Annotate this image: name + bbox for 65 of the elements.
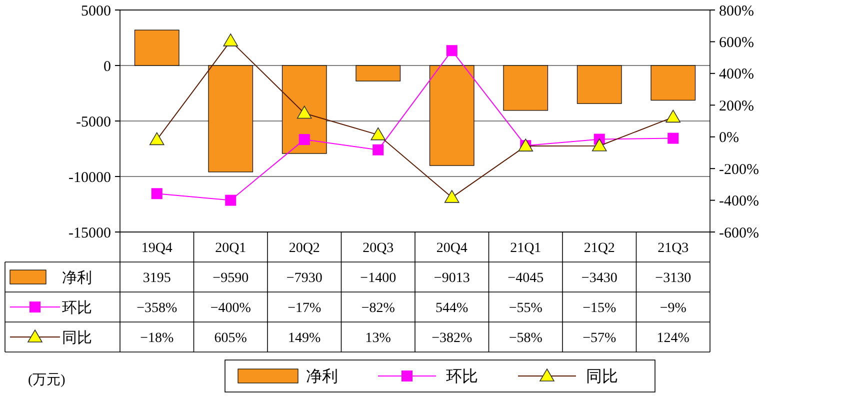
data-label: −7930 <box>286 270 322 286</box>
point <box>298 134 310 146</box>
y-tick-label: -15000 <box>68 225 111 242</box>
data-label: 149% <box>288 330 322 346</box>
data-label: −3430 <box>581 270 618 286</box>
data-label: −15% <box>582 300 616 316</box>
text: 环比 <box>446 368 478 386</box>
data-label: −9013 <box>434 270 470 286</box>
y2-tick-label: 0% <box>719 130 739 146</box>
x-tick-label: 20Q4 <box>436 240 468 256</box>
y2-tick-label: -400% <box>719 194 759 210</box>
point <box>444 190 460 203</box>
y2-tick-label: -200% <box>719 162 759 178</box>
data-label: −57% <box>582 330 616 346</box>
y2-tick-label: 200% <box>719 98 754 114</box>
y2-tick-label: 600% <box>719 34 754 51</box>
text: 同比 <box>586 368 618 386</box>
data-label: −9% <box>660 300 687 316</box>
y-tick-label: 0 <box>104 58 111 75</box>
x-tick-label: 21Q3 <box>658 240 689 256</box>
x-tick-label: 20Q2 <box>288 240 320 256</box>
point <box>151 188 162 200</box>
point <box>370 127 386 140</box>
point <box>296 106 312 119</box>
x-tick-label: 21Q2 <box>584 240 615 256</box>
data-label: −400% <box>210 300 252 316</box>
x-tick-label: 19Q4 <box>141 240 172 256</box>
data-label: −1400 <box>360 270 396 286</box>
data-label: 605% <box>214 330 248 346</box>
y2-tick-label: 800% <box>719 3 754 20</box>
point <box>666 110 681 123</box>
y2-tick-label: 400% <box>719 66 754 83</box>
data-label: −382% <box>432 330 472 346</box>
point <box>372 144 384 156</box>
data-label: 3195 <box>142 270 171 286</box>
y-tick-label: -10000 <box>68 170 111 186</box>
x-tick-label: 20Q1 <box>215 240 246 256</box>
data-label: −3130 <box>655 270 692 286</box>
x-tick-label: 20Q3 <box>362 240 394 256</box>
data-label: −358% <box>136 300 178 316</box>
data-label: −18% <box>140 330 174 346</box>
data-label: −58% <box>508 330 543 346</box>
y2-tick-label: -600% <box>719 225 759 242</box>
point <box>223 34 238 46</box>
data-label: 124% <box>656 330 690 346</box>
data-label: −9590 <box>212 270 249 286</box>
point <box>446 45 458 56</box>
legend-label: 净利 <box>62 269 92 286</box>
data-label: −82% <box>361 300 396 316</box>
data-label: −55% <box>508 300 543 316</box>
y-tick-label: 5000 <box>81 3 111 20</box>
data-label: −17% <box>288 300 322 316</box>
point <box>668 132 679 144</box>
y-tick-label: -5000 <box>76 114 111 130</box>
x-tick-label: 21Q1 <box>510 240 542 256</box>
point <box>225 194 236 206</box>
data-label: 13% <box>365 330 392 346</box>
data-label: 544% <box>436 300 469 316</box>
data-label: −4045 <box>508 270 544 286</box>
text: (万元) <box>28 373 66 388</box>
legend-label: 同比 <box>62 329 92 346</box>
point <box>592 138 607 152</box>
point <box>149 132 164 146</box>
text: 净利 <box>306 368 338 386</box>
legend-label: 环比 <box>62 299 92 316</box>
